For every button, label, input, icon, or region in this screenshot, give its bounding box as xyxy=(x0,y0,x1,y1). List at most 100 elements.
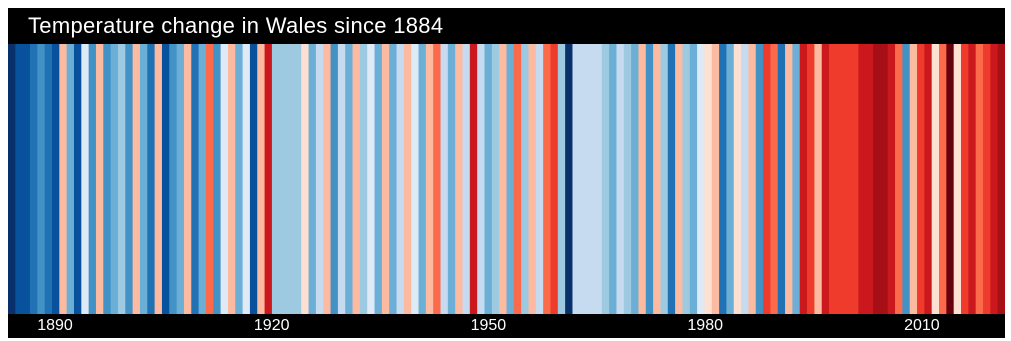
stripe-1892 xyxy=(66,44,75,314)
stripe-1977 xyxy=(689,44,698,314)
stripe-1986 xyxy=(755,44,764,314)
stripe-1993 xyxy=(807,44,815,314)
stripe-1911 xyxy=(205,44,214,314)
stripe-1973 xyxy=(660,44,669,314)
stripe-1951 xyxy=(499,44,507,314)
stripe-1975 xyxy=(675,44,683,314)
stripe-1971 xyxy=(645,44,654,314)
stripe-1994 xyxy=(814,44,823,314)
stripe-1952 xyxy=(506,44,515,314)
stripe-1933 xyxy=(367,44,375,314)
stripe-1966 xyxy=(609,44,617,314)
stripe-1886 xyxy=(22,44,31,314)
stripe-1932 xyxy=(359,44,368,314)
stripe-1946 xyxy=(462,44,471,314)
stripe-1987 xyxy=(763,44,771,314)
stripe-1891 xyxy=(59,44,68,314)
stripe-1965 xyxy=(601,44,610,314)
stripe-1931 xyxy=(352,44,361,314)
stripe-2001 xyxy=(865,44,874,314)
stripe-1919 xyxy=(264,44,273,314)
stripe-2014 xyxy=(961,44,969,314)
stripe-1989 xyxy=(777,44,786,314)
stripe-1985 xyxy=(748,44,757,314)
stripe-1901 xyxy=(132,44,141,314)
stripe-1938 xyxy=(403,44,412,314)
stripe-1890 xyxy=(51,44,60,314)
stripe-1950 xyxy=(491,44,500,314)
stripe-1912 xyxy=(213,44,221,314)
stripe-1988 xyxy=(770,44,779,314)
stripe-1903 xyxy=(147,44,156,314)
x-tick-label-1980: 1980 xyxy=(687,317,723,334)
x-tick-label-1920: 1920 xyxy=(253,317,290,334)
stripe-1936 xyxy=(389,44,397,314)
stripe-1960 xyxy=(565,44,573,314)
stripe-1999 xyxy=(851,44,859,314)
stripe-1991 xyxy=(792,44,801,314)
stripe-1897 xyxy=(103,44,112,314)
stripe-1976 xyxy=(682,44,691,314)
stripe-1935 xyxy=(381,44,390,314)
stripe-1921 xyxy=(279,44,287,314)
stripe-1997 xyxy=(836,44,845,314)
stripe-2019 xyxy=(997,44,1005,314)
stripe-1914 xyxy=(227,44,236,314)
stripe-1990 xyxy=(785,44,793,314)
stripe-1962 xyxy=(579,44,588,314)
stripe-2003 xyxy=(880,44,889,314)
chart-title: Temperature change in Wales since 1884 xyxy=(28,13,444,38)
stripe-1995 xyxy=(821,44,830,314)
stripe-1887 xyxy=(29,44,38,314)
stripe-1958 xyxy=(550,44,559,314)
stripe-1904 xyxy=(154,44,163,314)
stripe-2004 xyxy=(887,44,896,314)
stripe-1940 xyxy=(418,44,427,314)
stripe-2016 xyxy=(975,44,984,314)
stripe-2000 xyxy=(858,44,867,314)
stripe-1934 xyxy=(374,44,383,314)
stripe-1954 xyxy=(521,44,529,314)
stripe-1884 xyxy=(8,44,16,314)
stripe-1947 xyxy=(469,44,478,314)
stripe-2007 xyxy=(909,44,918,314)
stripe-1979 xyxy=(704,44,713,314)
stripe-1964 xyxy=(594,44,603,314)
stripe-1909 xyxy=(191,44,200,314)
stripe-1956 xyxy=(535,44,544,314)
stripe-1974 xyxy=(667,44,676,314)
stripe-1963 xyxy=(587,44,595,314)
stripe-1930 xyxy=(345,44,353,314)
stripe-1895 xyxy=(88,44,97,314)
stripe-1899 xyxy=(117,44,126,314)
stripe-1942 xyxy=(433,44,441,314)
stripe-1937 xyxy=(396,44,405,314)
stripe-2010 xyxy=(931,44,940,314)
stripe-1944 xyxy=(447,44,456,314)
x-tick-label-1950: 1950 xyxy=(470,317,507,334)
stripe-1916 xyxy=(242,44,251,314)
stripe-1894 xyxy=(81,44,90,314)
stripe-1906 xyxy=(169,44,178,314)
stripe-1992 xyxy=(799,44,808,314)
stripe-1984 xyxy=(741,44,749,314)
stripe-1949 xyxy=(484,44,493,314)
stripe-1918 xyxy=(257,44,265,314)
stripe-2018 xyxy=(990,44,999,314)
stripe-1898 xyxy=(110,44,119,314)
x-axis-bar: 1890 1920 1950 1980 2010 xyxy=(8,314,1005,338)
stripe-1959 xyxy=(557,44,566,314)
stripe-1943 xyxy=(440,44,449,314)
stripe-1998 xyxy=(843,44,852,314)
stripe-1957 xyxy=(543,44,551,314)
stripe-1953 xyxy=(513,44,522,314)
stripe-1917 xyxy=(249,44,258,314)
stripe-1896 xyxy=(95,44,104,314)
stripe-1905 xyxy=(161,44,170,314)
stripe-1923 xyxy=(293,44,302,314)
stripe-1983 xyxy=(733,44,742,314)
stripe-1913 xyxy=(220,44,229,314)
stripe-1955 xyxy=(528,44,537,314)
stripe-1996 xyxy=(829,44,837,314)
stripe-1939 xyxy=(411,44,419,314)
